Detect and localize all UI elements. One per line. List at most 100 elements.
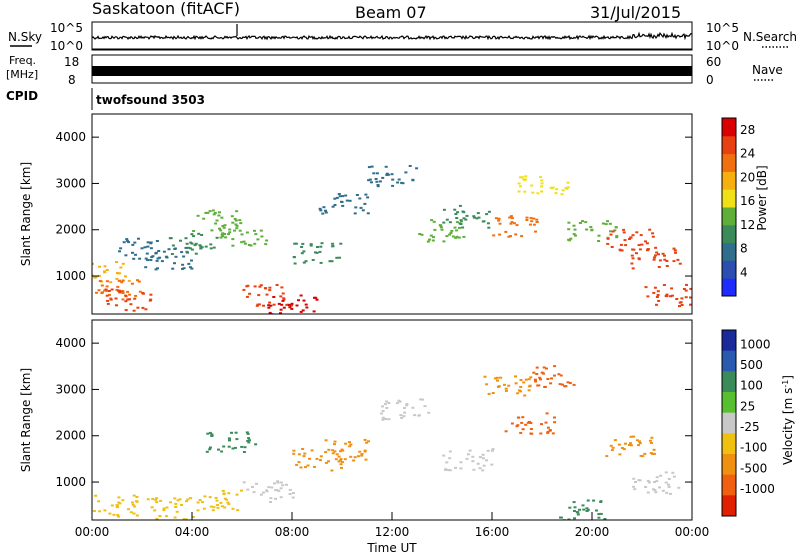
- power-cell: [567, 228, 571, 231]
- velocity-cell: [413, 414, 417, 417]
- time-tick-label: 08:00: [275, 525, 310, 539]
- power-cell: [622, 231, 626, 234]
- power-cell: [184, 237, 188, 240]
- power-colorbar-swatch: [722, 207, 736, 226]
- power-cell: [118, 279, 122, 282]
- velocity-cell: [135, 496, 139, 498]
- velocity-point-6: [340, 448, 344, 451]
- power-cell: [475, 217, 479, 220]
- velocity-cell: [664, 471, 668, 474]
- velocity-cell: [496, 379, 499, 382]
- velocity-cell: [381, 418, 385, 421]
- velocity-cell: [471, 460, 475, 463]
- power-cell: [689, 287, 692, 290]
- power-point-3: [140, 247, 144, 250]
- power-cell: [566, 181, 570, 184]
- velocity-cell: [297, 453, 301, 456]
- velocity-cell: [599, 512, 603, 515]
- velocity-cell: [545, 412, 549, 415]
- power-cell: [572, 233, 576, 236]
- velocity-cell: [597, 513, 601, 516]
- power-cell: [524, 175, 528, 178]
- cpid-program: twofsound 3503: [96, 93, 205, 107]
- power-cell: [299, 310, 303, 313]
- velocity-cell: [219, 501, 223, 504]
- velocity-cell: [481, 457, 485, 460]
- power-colorbar-frame: [721, 117, 737, 297]
- velocity-panel: 1000 2000 3000 4000 Slant Range [km] 1000 50…: [19, 319, 795, 554]
- power-cell: [665, 260, 669, 262]
- power-cell: [315, 298, 319, 301]
- power-cell: [301, 242, 305, 245]
- velocity-cell: [553, 421, 557, 424]
- velocity-cell: [339, 458, 343, 461]
- power-cell: [302, 261, 306, 264]
- power-cell: [312, 310, 316, 313]
- velocity-cell: [231, 507, 235, 510]
- velocity-cell: [110, 504, 114, 507]
- power-cell: [245, 295, 249, 298]
- power-cell: [121, 292, 125, 294]
- velocity-cell: [529, 422, 533, 424]
- velocity-cell: [593, 520, 596, 522]
- power-point-2: [128, 298, 131, 301]
- power-cell: [193, 244, 197, 247]
- power-cell: [92, 262, 94, 265]
- power-cell: [418, 233, 422, 235]
- velocity-cell: [447, 469, 451, 472]
- velocity-cell: [121, 499, 125, 502]
- power-cell: [105, 269, 109, 271]
- velocity-cell: [333, 443, 336, 446]
- velocity-cell: [276, 480, 280, 483]
- velocity-cell: [672, 475, 676, 478]
- velocity-cell: [310, 449, 314, 452]
- power-cell: [374, 178, 378, 180]
- velocity-cell: [288, 488, 292, 491]
- velocity-cell: [519, 390, 523, 393]
- power-cell: [638, 248, 642, 251]
- power-cell: [455, 217, 459, 219]
- power-cell: [331, 245, 335, 248]
- power-cell: [492, 234, 496, 237]
- velocity-cell: [291, 496, 295, 499]
- power-ytick-label: 4000: [55, 130, 86, 144]
- power-cell: [118, 289, 122, 292]
- power-cell: [554, 192, 558, 195]
- velocity-cell: [353, 456, 357, 459]
- velocity-cell: [291, 492, 295, 494]
- power-cell: [519, 185, 522, 188]
- velocity-cell: [176, 499, 180, 502]
- power-cell: [114, 297, 118, 300]
- power-cell: [408, 165, 412, 167]
- power-cell: [238, 219, 242, 222]
- power-cell: [181, 267, 184, 270]
- velocity-cell: [247, 441, 251, 444]
- power-cell: [455, 235, 459, 238]
- velocity-cell: [216, 504, 219, 506]
- velocity-cell: [155, 501, 159, 504]
- power-cell: [247, 244, 251, 246]
- velocity-cell: [97, 500, 101, 503]
- power-point-18: [628, 238, 631, 240]
- velocity-cell: [651, 452, 655, 455]
- velocity-cell: [180, 504, 183, 506]
- velocity-cell: [629, 444, 633, 447]
- power-cell: [539, 176, 542, 179]
- velocity-cell: [478, 467, 482, 470]
- velocity-colorbar-tick: -1000: [740, 482, 775, 496]
- power-cell: [277, 302, 281, 305]
- power-cell: [378, 180, 382, 183]
- velocity-cell: [304, 466, 307, 469]
- velocity-cell: [348, 445, 352, 448]
- power-cell: [561, 189, 565, 192]
- velocity-cell: [189, 497, 193, 500]
- velocity-cell: [103, 509, 107, 512]
- power-cell: [624, 244, 628, 247]
- power-cell: [155, 259, 159, 262]
- velocity-cell: [236, 509, 240, 512]
- power-cell: [121, 262, 125, 265]
- power-cell: [220, 216, 224, 219]
- power-point-14: [465, 214, 469, 217]
- power-cell: [234, 223, 238, 226]
- power-cell: [200, 246, 204, 249]
